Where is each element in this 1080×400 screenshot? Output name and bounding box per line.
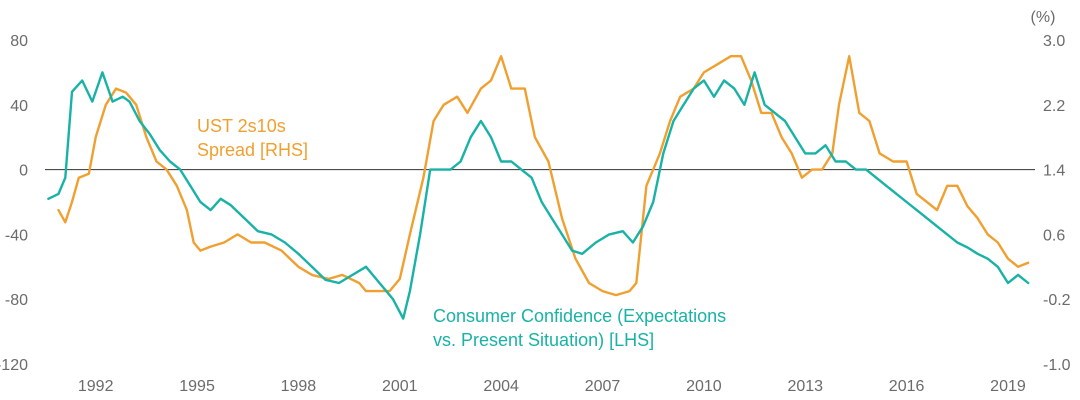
right-axis-unit-label: (%) — [1031, 9, 1056, 26]
x-tick-label: 2019 — [990, 378, 1026, 395]
x-tick-label: 2001 — [382, 378, 418, 395]
x-tick-label: 2007 — [585, 378, 621, 395]
left-tick-label: 0 — [19, 163, 28, 180]
x-axis-tick-labels: 1992 1995 1998 2001 2004 2007 2010 2013 2016 2019 — [78, 378, 1026, 395]
ust-spread-annotation: UST 2s10s Spread [RHS] — [197, 116, 308, 160]
left-tick-label: -80 — [5, 292, 28, 309]
x-tick-label: 2004 — [483, 378, 519, 395]
right-tick-label: 1.4 — [1043, 163, 1065, 180]
ust-annotation-line-1: UST 2s10s — [197, 116, 286, 136]
right-axis-tick-labels: 3.0 2.2 1.4 0.6 -0.2 -1.0 — [1043, 33, 1071, 374]
x-tick-label: 1995 — [179, 378, 215, 395]
left-tick-label: -120 — [0, 357, 28, 374]
series-line-ust-spread — [57, 55, 1030, 297]
series-line-consumer-confidence — [47, 71, 1030, 320]
x-tick-label: 1992 — [78, 378, 114, 395]
left-tick-label: -40 — [5, 227, 28, 244]
right-tick-label: 0.6 — [1043, 227, 1065, 244]
ust-annotation-line-2: Spread [RHS] — [197, 140, 308, 160]
confidence-annotation-line-1: Consumer Confidence (Expectations — [433, 306, 726, 326]
right-tick-label: 2.2 — [1043, 98, 1065, 115]
left-tick-label: 40 — [10, 98, 28, 115]
confidence-annotation-line-2: vs. Present Situation) [LHS] — [433, 330, 654, 350]
x-tick-label: 2010 — [686, 378, 722, 395]
right-tick-label: -0.2 — [1043, 292, 1071, 309]
left-tick-label: 80 — [10, 33, 28, 50]
x-tick-label: 2013 — [787, 378, 823, 395]
x-tick-label: 1998 — [281, 378, 317, 395]
right-tick-label: -1.0 — [1043, 357, 1071, 374]
consumer-confidence-annotation: Consumer Confidence (Expectations vs. Pr… — [433, 306, 731, 350]
right-tick-label: 3.0 — [1043, 33, 1065, 50]
x-tick-label: 2016 — [889, 378, 925, 395]
left-axis-tick-labels: 80 40 0 -40 -80 -120 — [0, 33, 28, 374]
